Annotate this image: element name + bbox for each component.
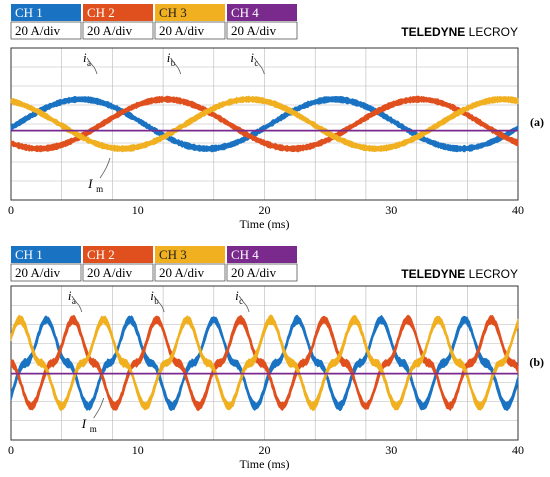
annotation-leader (99, 157, 111, 179)
trace-i_b (10, 314, 519, 412)
channel-scale: 20 A/div (231, 23, 277, 38)
channel-label: CH 3 (159, 5, 187, 20)
channel-scale-box (82, 263, 154, 282)
channel-scale: 20 A/div (87, 265, 133, 280)
annotation-leader (153, 295, 165, 313)
x-tick-label: 30 (385, 443, 397, 457)
annotation-label: i (235, 288, 239, 303)
channel-color-swatch (227, 246, 297, 263)
channel-header-3: CH 3 20 A/div (154, 246, 226, 282)
channel-scale-box (82, 21, 154, 40)
channel-scale: 20 A/div (159, 265, 205, 280)
annotation-leader (71, 295, 83, 313)
channel-label: CH 2 (87, 247, 115, 262)
annotation-subscript: b (154, 296, 159, 306)
channel-color-swatch (83, 246, 153, 263)
channel-header-3: CH 3 20 A/div (154, 4, 226, 40)
channel-header-1: CH 1 20 A/div (10, 4, 82, 40)
x-tick-label: 10 (132, 443, 144, 457)
channel-label: CH 1 (15, 247, 43, 262)
annotation-label: i (167, 50, 171, 65)
channel-color-swatch (83, 4, 153, 21)
channel-color-swatch (227, 4, 297, 21)
trace-i_c (10, 314, 519, 412)
channel-scale-box (154, 21, 226, 40)
annotation-label: i (250, 50, 254, 65)
x-axis-label: Time (ms) (240, 217, 290, 231)
x-tick-label: 0 (8, 443, 14, 457)
annotation-subscript: m (96, 184, 103, 194)
annotation-leader (170, 57, 182, 75)
channel-scale-box (154, 263, 226, 282)
x-tick-label: 20 (259, 203, 271, 217)
channel-color-swatch (11, 4, 81, 21)
panel-tag: (b) (529, 355, 544, 369)
x-tick-label: 30 (385, 203, 397, 217)
annotation-label: I (81, 416, 87, 431)
annotation-label: i (150, 288, 154, 303)
channel-scale: 20 A/div (87, 23, 133, 38)
annotation-label: I (87, 176, 93, 191)
x-tick-label: 10 (132, 203, 144, 217)
brand-logo-text: TELEDYNE LECROY (401, 25, 518, 39)
annotation-label: i (68, 288, 72, 303)
channel-scale: 20 A/div (231, 265, 277, 280)
plot-frame (10, 47, 519, 201)
channel-label: CH 4 (231, 247, 259, 262)
annotation-subscript: b (171, 58, 176, 68)
channel-label: CH 1 (15, 5, 43, 20)
channel-label: CH 4 (231, 5, 259, 20)
annotation-subscript: c (239, 296, 243, 306)
annotation-subscript: c (254, 58, 258, 68)
annotation-leader (254, 57, 265, 75)
trace-i_a (10, 314, 519, 412)
annotation-subscript: a (72, 296, 76, 306)
channel-scale-box (10, 21, 82, 40)
trace-i_b (10, 95, 519, 153)
annotation-leader (93, 397, 105, 419)
channel-scale-box (226, 263, 298, 282)
channel-color-swatch (155, 4, 225, 21)
channel-header-1: CH 1 20 A/div (10, 246, 82, 282)
annotation-label: i (83, 50, 87, 65)
channel-scale-box (10, 263, 82, 282)
channel-header-4: CH 4 20 A/div (226, 246, 298, 282)
annotation-subscript: a (87, 58, 91, 68)
channel-scale: 20 A/div (15, 265, 61, 280)
x-tick-label: 40 (512, 203, 524, 217)
channel-color-swatch (155, 246, 225, 263)
x-tick-label: 0 (8, 203, 14, 217)
x-axis-label: Time (ms) (240, 457, 290, 471)
channel-header-2: CH 2 20 A/div (82, 4, 154, 40)
x-tick-label: 20 (259, 443, 271, 457)
channel-header-4: CH 4 20 A/div (226, 4, 298, 40)
brand-logo-text: TELEDYNE LECROY (401, 267, 518, 281)
channel-scale: 20 A/div (15, 23, 61, 38)
channel-scale: 20 A/div (159, 23, 205, 38)
panel-tag: (a) (530, 115, 544, 129)
annotation-subscript: m (90, 424, 97, 434)
annotation-leader (238, 295, 250, 313)
channel-scale-box (226, 21, 298, 40)
x-tick-label: 40 (512, 443, 524, 457)
channel-header-2: CH 2 20 A/div (82, 246, 154, 282)
annotation-leader (86, 57, 98, 75)
channel-label: CH 3 (159, 247, 187, 262)
channel-label: CH 2 (87, 5, 115, 20)
channel-color-swatch (11, 246, 81, 263)
